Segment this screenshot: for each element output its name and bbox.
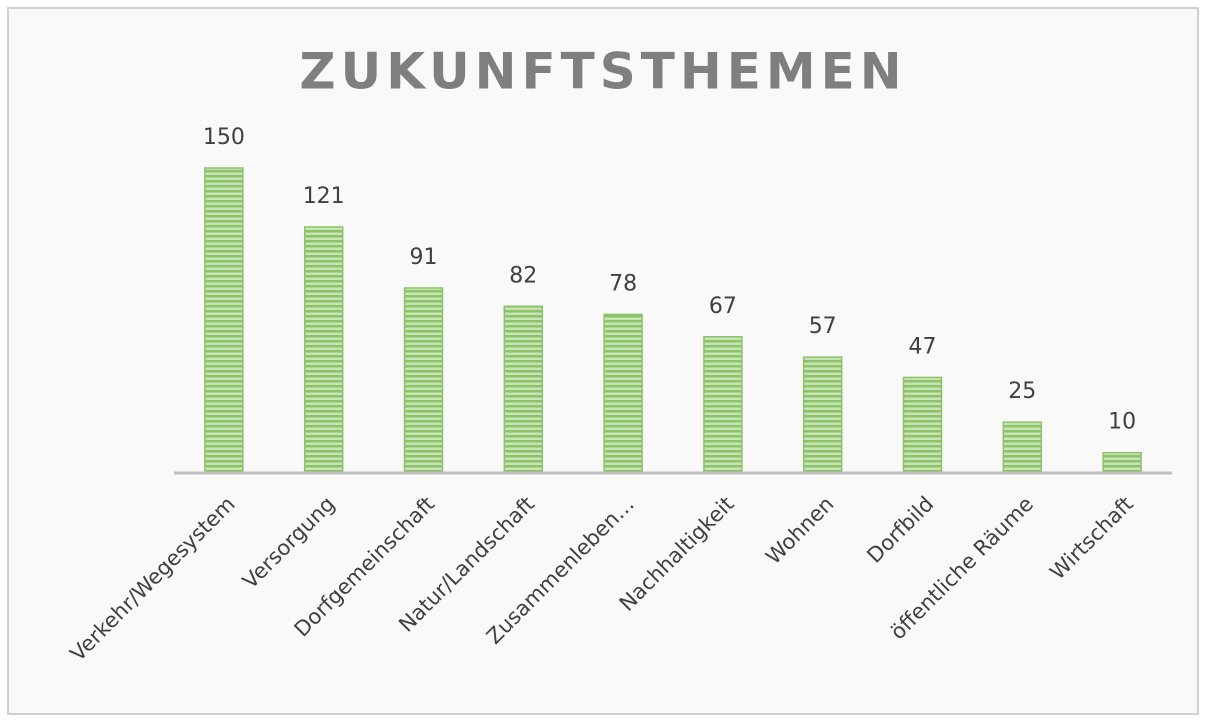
bar xyxy=(303,226,344,474)
data-label: 150 xyxy=(203,125,245,150)
bar xyxy=(802,356,843,474)
data-label: 121 xyxy=(303,184,345,209)
bar xyxy=(603,313,643,474)
bar xyxy=(1002,421,1043,474)
chart-frame xyxy=(7,7,1199,715)
data-label: 25 xyxy=(1008,379,1036,404)
data-label: 47 xyxy=(909,334,937,359)
bar xyxy=(403,287,444,474)
data-label: 82 xyxy=(509,263,537,288)
data-label: 91 xyxy=(410,245,438,270)
bar xyxy=(902,376,943,474)
bar xyxy=(703,336,743,474)
data-label: 57 xyxy=(809,314,837,339)
data-label: 10 xyxy=(1108,410,1136,435)
chart-title: ZUKUNFTSTHEMEN xyxy=(299,43,906,101)
bar xyxy=(1102,451,1142,474)
data-label: 67 xyxy=(709,294,737,319)
bar xyxy=(503,305,544,474)
data-label: 78 xyxy=(609,271,637,296)
bar xyxy=(204,167,244,474)
